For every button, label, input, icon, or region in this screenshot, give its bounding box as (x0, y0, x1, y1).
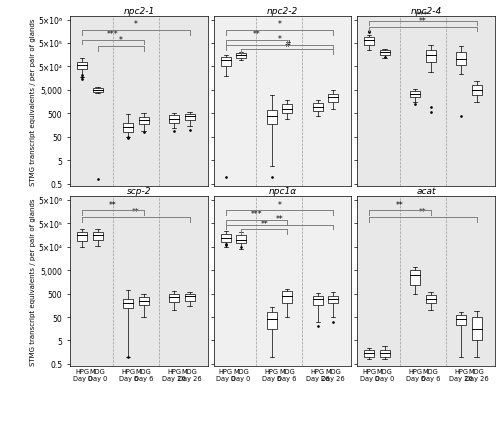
Text: ***: *** (417, 11, 429, 20)
Y-axis label: STMG transcript equivalents / per pair of glands: STMG transcript equivalents / per pair o… (30, 18, 36, 185)
Title: npc2-4: npc2-4 (410, 7, 442, 16)
Text: **: ** (109, 200, 117, 209)
Bar (426, 51, 436, 63)
Bar (426, 295, 436, 303)
Bar (78, 63, 87, 69)
Bar (221, 58, 231, 67)
Text: *: * (278, 35, 281, 44)
Bar (456, 315, 466, 325)
Text: *: * (134, 20, 138, 29)
Bar (184, 294, 194, 301)
Bar (328, 94, 338, 103)
Y-axis label: STMG transcript equivalents / per pair of glands: STMG transcript equivalents / per pair o… (30, 198, 36, 365)
Text: **: ** (419, 17, 427, 26)
Bar (472, 86, 482, 96)
Bar (364, 38, 374, 46)
Text: ***: *** (107, 30, 118, 39)
Bar (124, 299, 133, 308)
Bar (364, 350, 374, 357)
Bar (236, 54, 246, 58)
Bar (138, 297, 148, 305)
Bar (456, 53, 466, 66)
Bar (124, 124, 133, 133)
Text: **: ** (132, 207, 140, 216)
Bar (184, 114, 194, 121)
Text: ***: *** (250, 210, 262, 219)
Title: npc1α: npc1α (268, 187, 296, 196)
Bar (380, 350, 390, 357)
Text: **: ** (252, 30, 260, 39)
Text: **: ** (260, 219, 268, 228)
Title: npc2-2: npc2-2 (267, 7, 298, 16)
Text: **: ** (276, 215, 283, 224)
Text: *: * (278, 20, 281, 29)
Bar (313, 104, 322, 112)
Bar (92, 232, 102, 240)
Bar (170, 116, 179, 124)
Title: acat: acat (416, 187, 436, 196)
Text: *: * (118, 36, 122, 45)
Text: #: # (284, 40, 290, 49)
Bar (282, 105, 292, 114)
Bar (267, 313, 277, 329)
Bar (138, 118, 148, 125)
Bar (236, 236, 246, 244)
Title: npc2-1: npc2-1 (124, 7, 154, 16)
Bar (380, 51, 390, 56)
Title: scp-2: scp-2 (126, 187, 151, 196)
Bar (92, 89, 102, 92)
Bar (170, 294, 179, 302)
Bar (328, 296, 338, 303)
Bar (267, 111, 277, 124)
Bar (410, 92, 420, 98)
Bar (410, 271, 420, 285)
Bar (282, 292, 292, 303)
Text: **: ** (396, 200, 404, 209)
Bar (221, 234, 231, 242)
Text: **: ** (419, 207, 427, 216)
Bar (313, 296, 322, 305)
Bar (78, 233, 87, 241)
Text: *: * (278, 200, 281, 209)
Bar (472, 317, 482, 341)
